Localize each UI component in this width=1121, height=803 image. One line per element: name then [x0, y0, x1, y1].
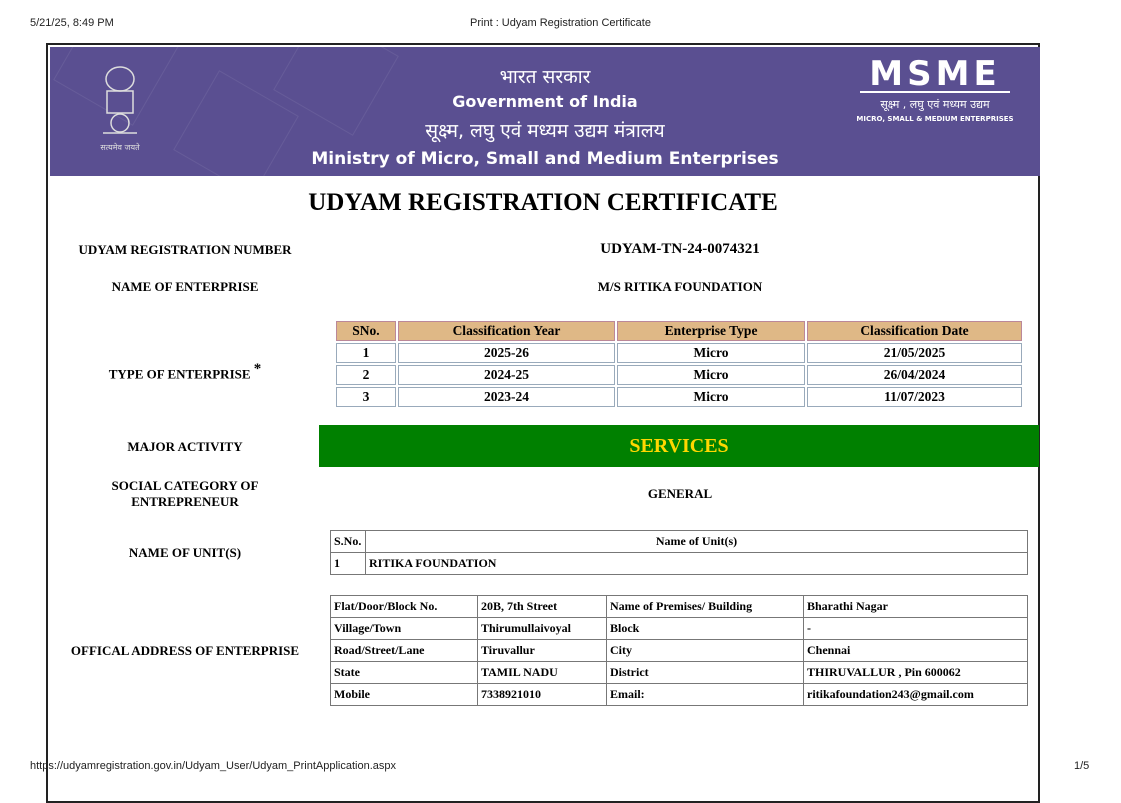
- table-row: Flat/Door/Block No. 20B, 7th Street Name o…: [330, 595, 1028, 618]
- cell: Chennai: [803, 639, 1028, 662]
- cell: Road/Street/Lane: [330, 639, 478, 662]
- hindi-ministry-text: सूक्ष्म, लघु एवं मध्यम उद्यम मंत्रालय: [425, 120, 665, 142]
- table-header: SNo. Classification Year Enterprise Type…: [336, 321, 1022, 341]
- print-title: Print : Udyam Registration Certificate: [470, 17, 651, 29]
- national-emblem-icon: [95, 61, 145, 141]
- cell: 21/05/2025: [807, 343, 1022, 363]
- units-table: S.No. Name of Unit(s) 1 RITIKA FOUNDATION: [330, 530, 1028, 575]
- ministry-banner: सत्यमेव जयते भारत सरकार Government of In…: [50, 47, 1040, 176]
- cell: RITIKA FOUNDATION: [365, 552, 1028, 575]
- asterisk: *: [253, 361, 262, 377]
- cell: 2025-26: [398, 343, 615, 363]
- cell: State: [330, 661, 478, 684]
- cell: Thirumullaivoyal: [477, 617, 607, 640]
- table-row: 1 2025-26 Micro 21/05/2025: [336, 343, 1022, 363]
- cell: District: [606, 661, 804, 684]
- cell: 2: [336, 365, 396, 385]
- table-row: 1 RITIKA FOUNDATION: [330, 552, 1028, 575]
- print-datetime: 5/21/25, 8:49 PM: [30, 17, 114, 29]
- cell: 1: [330, 552, 366, 575]
- cell: Village/Town: [330, 617, 478, 640]
- cell: Micro: [617, 343, 805, 363]
- cell: 20B, 7th Street: [477, 595, 607, 618]
- cell: Block: [606, 617, 804, 640]
- msme-logo-sub: MICRO, SMALL & MEDIUM ENTERPRISES: [856, 115, 1014, 123]
- table-row: Road/Street/Lane Tiruvallur City Chennai: [330, 639, 1028, 662]
- cell: Bharathi Nagar: [803, 595, 1028, 618]
- table-header: S.No. Name of Unit(s): [330, 530, 1028, 553]
- hindi-gov-text: भारत सरकार: [499, 66, 591, 88]
- cell: Mobile: [330, 683, 478, 706]
- cell: Flat/Door/Block No.: [330, 595, 478, 618]
- table-row: 3 2023-24 Micro 11/07/2023: [336, 387, 1022, 407]
- reg-number-label: UDYAM REGISTRATION NUMBER: [78, 242, 292, 257]
- cell: 26/04/2024: [807, 365, 1022, 385]
- cell: Email:: [606, 683, 804, 706]
- major-activity-label: MAJOR ACTIVITY: [127, 439, 243, 454]
- msme-logo-hindi: सूक्ष्म , लघु एवं मध्यम उद्यम: [880, 98, 990, 111]
- cell: Micro: [617, 387, 805, 407]
- enterprise-name-value: M/S RITIKA FOUNDATION: [597, 279, 763, 294]
- col-header: Enterprise Type: [617, 321, 805, 341]
- social-category-value: GENERAL: [647, 486, 713, 501]
- cell: 3: [336, 387, 396, 407]
- table-row: Mobile 7338921010 Email: ritikafoundation24…: [330, 683, 1028, 706]
- cell: THIRUVALLUR , Pin 600062: [803, 661, 1028, 684]
- social-category-label: SOCIAL CATEGORY OF ENTREPRENEUR: [111, 478, 259, 509]
- gov-text: Government of India: [452, 92, 638, 111]
- print-url: https://udyamregistration.gov.in/Udyam_U…: [30, 760, 397, 772]
- classification-table: SNo. Classification Year Enterprise Type…: [334, 319, 1024, 409]
- cell: Name of Premises/ Building: [606, 595, 804, 618]
- col-header: SNo.: [336, 321, 396, 341]
- emblem-motto: सत्यमेव जयते: [100, 143, 140, 152]
- enterprise-name-label: NAME OF ENTERPRISE: [111, 279, 259, 294]
- col-header: S.No.: [330, 530, 366, 553]
- cell: 11/07/2023: [807, 387, 1022, 407]
- col-header: Classification Year: [398, 321, 615, 341]
- type-label-text: TYPE OF ENTERPRISE: [108, 366, 251, 382]
- cell: Tiruvallur: [477, 639, 607, 662]
- units-label: NAME OF UNIT(S): [128, 545, 242, 560]
- table-row: State TAMIL NADU District THIRUVALLUR , Pin…: [330, 661, 1028, 684]
- address-label: OFFICAL ADDRESS OF ENTERPRISE: [70, 643, 300, 658]
- cell: -: [803, 617, 1028, 640]
- cell: Micro: [617, 365, 805, 385]
- major-activity-value: SERVICES: [319, 425, 1039, 467]
- col-header: Classification Date: [807, 321, 1022, 341]
- msme-logo: MSME: [860, 57, 1010, 93]
- cell: TAMIL NADU: [477, 661, 607, 684]
- page-number: 1/5: [1074, 760, 1090, 772]
- cell: 2023-24: [398, 387, 615, 407]
- cell: City: [606, 639, 804, 662]
- cell: ritikafoundation243@gmail.com: [803, 683, 1028, 706]
- col-header: Name of Unit(s): [365, 530, 1028, 553]
- table-row: Village/Town Thirumullaivoyal Block -: [330, 617, 1028, 640]
- cell: 2024-25: [398, 365, 615, 385]
- certificate-title: UDYAM REGISTRATION CERTIFICATE: [308, 189, 778, 216]
- type-label: TYPE OF ENTERPRISE *: [50, 361, 320, 382]
- table-row: 2 2024-25 Micro 26/04/2024: [336, 365, 1022, 385]
- cell: 1: [336, 343, 396, 363]
- reg-number-value: UDYAM-TN-24-0074321: [600, 241, 760, 257]
- ministry-text: Ministry of Micro, Small and Medium Ente…: [311, 149, 779, 169]
- address-table: Flat/Door/Block No. 20B, 7th Street Name o…: [330, 595, 1028, 706]
- cell: 7338921010: [477, 683, 607, 706]
